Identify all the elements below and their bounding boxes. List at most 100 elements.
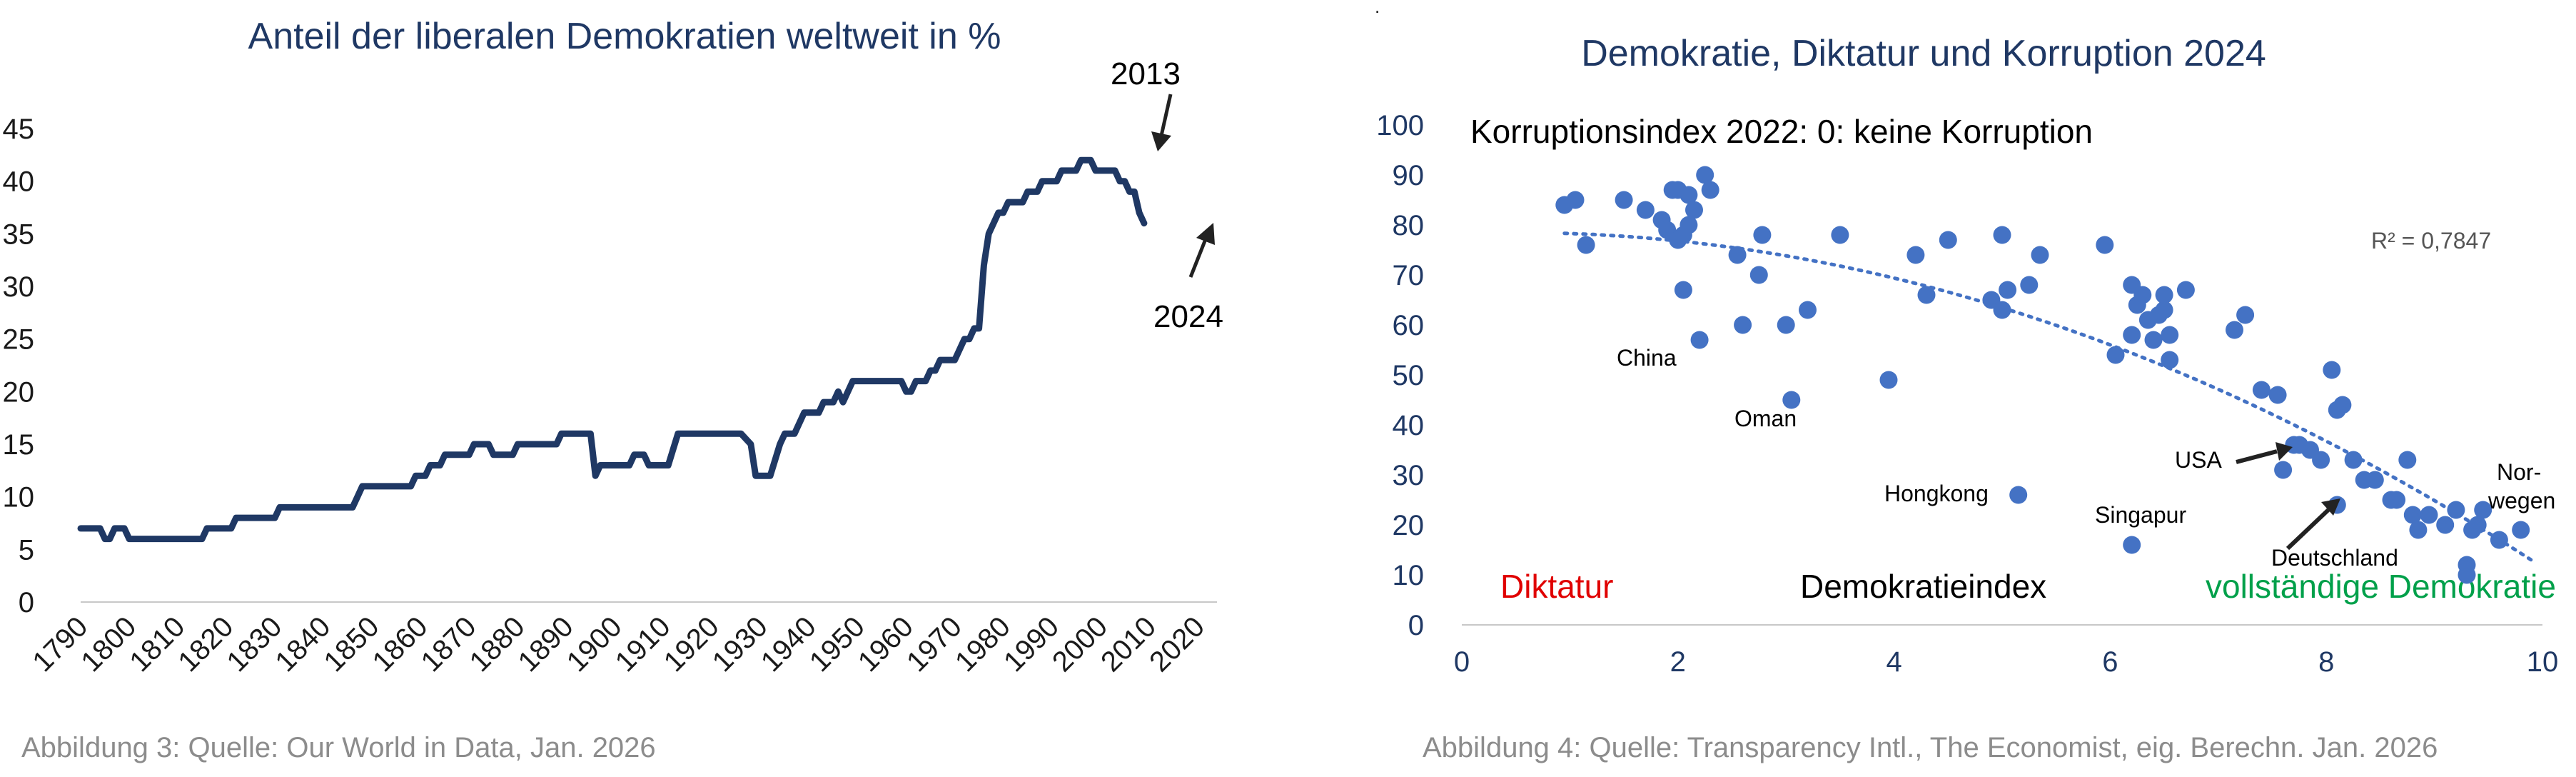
line-x-tick-label: 1910 — [610, 611, 677, 678]
scatter-point — [2490, 531, 2508, 549]
scatter-point — [2512, 521, 2530, 539]
scatter-point — [1577, 236, 1595, 254]
scatter-x-tick-label: 10 — [2527, 646, 2559, 678]
line-y-tick-label: 35 — [3, 219, 35, 250]
point-label-norwegen-1: Nor- — [2497, 459, 2541, 485]
line-x-tick-label: 1990 — [998, 611, 1065, 678]
line-x-tick-label: 1850 — [318, 611, 385, 678]
scatter-point — [2144, 331, 2163, 349]
line-y-tick-label: 0 — [19, 587, 34, 618]
scatter-y-tick-label: 50 — [1393, 360, 1425, 391]
scatter-point — [1696, 166, 1714, 184]
annotation-2024: 2024 — [1153, 299, 1223, 334]
left-caption: Abbildung 3: Quelle: Our World in Data, … — [21, 732, 656, 763]
scatter-point — [1680, 186, 1698, 204]
scatter-point — [2474, 501, 2492, 519]
point-label-china: China — [1617, 345, 1677, 371]
scatter-point — [1879, 371, 1898, 389]
line-chart-y-ticks: 0 5 10 15 20 25 30 35 40 45 — [3, 114, 35, 618]
arrow-usa — [2236, 442, 2293, 464]
line-x-tick-label: 1860 — [367, 611, 434, 678]
line-y-tick-label: 5 — [19, 534, 34, 566]
scatter-point — [2420, 506, 2438, 524]
scatter-point — [1993, 226, 2011, 244]
scatter-point — [1993, 301, 2011, 319]
arrow-deutschland — [2285, 498, 2340, 551]
scatter-point — [2133, 286, 2152, 304]
scatter-point — [1782, 391, 1801, 409]
point-label-singapur: Singapur — [2095, 502, 2186, 528]
line-y-tick-label: 45 — [3, 114, 35, 145]
scatter-point — [2020, 276, 2039, 294]
line-y-tick-label: 30 — [3, 271, 35, 303]
scatter-point — [1917, 286, 1936, 304]
series-line-democracies — [77, 156, 1148, 543]
scatter-point — [1674, 281, 1692, 299]
scatter-point — [2403, 506, 2422, 524]
scatter-y-tick-label: 0 — [1408, 610, 1424, 641]
line-y-tick-label: 40 — [3, 166, 35, 198]
trendline — [1562, 231, 2534, 562]
scatter-point — [1749, 266, 1768, 284]
line-y-tick-label: 25 — [3, 324, 35, 356]
line-y-tick-label: 20 — [3, 376, 35, 408]
line-chart: Anteil der liberalen Demokratien weltwei… — [3, 16, 1223, 763]
line-chart-title: Anteil der liberalen Demokratien weltwei… — [248, 16, 1001, 57]
line-x-tick-label: 1870 — [415, 611, 483, 678]
scatter-point — [1701, 181, 1719, 199]
scatter-point — [2312, 451, 2330, 469]
scatter-x-tick-label: 8 — [2318, 646, 2334, 678]
label-vollstaendige-demokratie: vollständige Demokratie — [2206, 568, 2556, 605]
scatter-point — [1777, 316, 1795, 334]
marker-dot: . — [1375, 0, 1380, 17]
line-x-tick-label: 1960 — [852, 611, 919, 678]
scatter-point — [2252, 381, 2271, 399]
scatter-chart: . Demokratie, Diktatur und Korruption 20… — [1375, 0, 2558, 763]
arrow-2024 — [1188, 223, 1215, 278]
line-x-tick-label: 1820 — [172, 611, 239, 678]
scatter-point — [2436, 516, 2455, 534]
r-squared-label: R² = 0,7847 — [2371, 228, 2491, 254]
right-caption: Abbildung 4: Quelle: Transparency Intl.,… — [1423, 732, 2438, 763]
scatter-y-ticks: 0 10 20 30 40 50 60 70 80 90 100 — [1376, 110, 1424, 641]
scatter-y-tick-label: 100 — [1376, 110, 1424, 141]
scatter-x-ticks: 0 2 4 6 8 10 — [1454, 646, 2558, 678]
line-x-tick-label: 1840 — [270, 611, 337, 678]
annotation-2013: 2013 — [1111, 56, 1181, 91]
scatter-point — [1566, 191, 1585, 209]
line-y-tick-label: 10 — [3, 482, 35, 513]
scatter-point — [2155, 301, 2173, 319]
scatter-y-label: Korruptionsindex 2022: 0: keine Korrupti… — [1470, 113, 2093, 150]
scatter-x-tick-label: 4 — [1886, 646, 1901, 678]
scatter-point — [2236, 306, 2255, 324]
line-y-tick-label: 15 — [3, 429, 35, 461]
scatter-point — [2409, 521, 2428, 539]
line-x-tick-label: 1800 — [75, 611, 142, 678]
line-x-tick-label: 1920 — [658, 611, 725, 678]
line-x-tick-label: 1890 — [512, 611, 580, 678]
scatter-point — [1734, 316, 1752, 334]
scatter-point — [2268, 386, 2287, 404]
line-chart-x-ticks: 1790180018101820183018401850186018701880… — [26, 611, 1211, 678]
point-label-usa: USA — [2175, 447, 2222, 473]
line-x-tick-label: 1970 — [901, 611, 968, 678]
scatter-point — [2458, 556, 2476, 574]
scatter-point — [2031, 246, 2049, 264]
scatter-point — [2398, 451, 2417, 469]
arrow-2013 — [1151, 94, 1173, 151]
line-x-tick-label: 1810 — [123, 611, 191, 678]
scatter-point — [2447, 501, 2465, 519]
scatter-point — [2123, 536, 2141, 554]
scatter-point — [2344, 451, 2363, 469]
scatter-y-tick-label: 10 — [1393, 560, 1425, 591]
scatter-y-tick-label: 40 — [1393, 410, 1425, 441]
scatter-point — [1690, 331, 1709, 349]
line-x-tick-label: 1940 — [755, 611, 822, 678]
scatter-y-tick-label: 30 — [1393, 460, 1425, 491]
label-diktatur: Diktatur — [1500, 568, 1613, 605]
line-x-tick-label: 2000 — [1046, 611, 1113, 678]
scatter-point — [1753, 226, 1772, 244]
line-x-tick-label: 1980 — [949, 611, 1016, 678]
point-label-deutschland: Deutschland — [2271, 545, 2398, 571]
